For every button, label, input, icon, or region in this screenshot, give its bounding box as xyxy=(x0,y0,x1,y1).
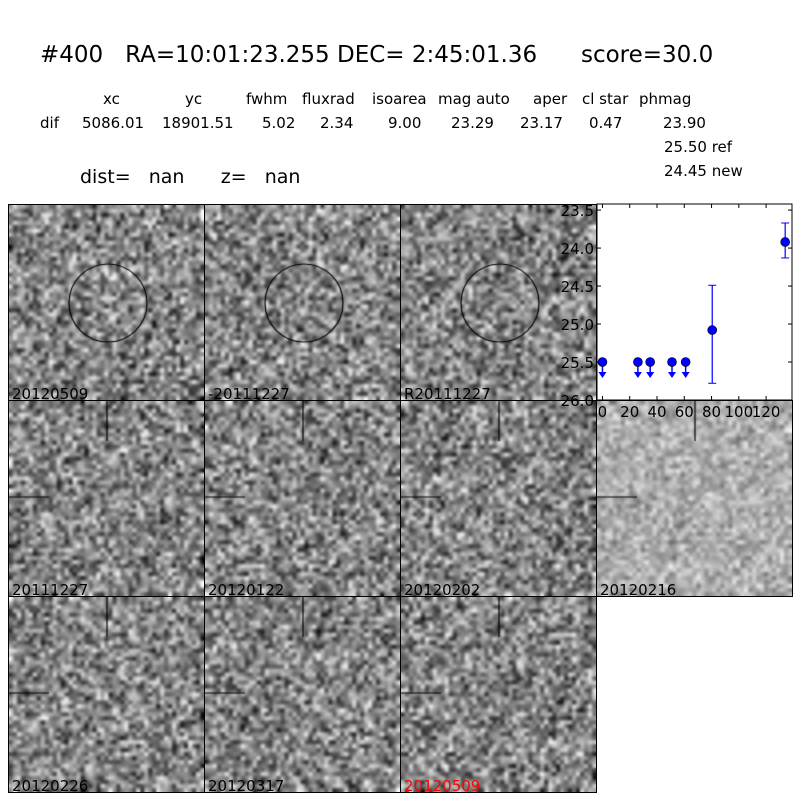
data-point xyxy=(645,357,655,367)
cell-value: 18901.51 xyxy=(162,114,234,132)
image-stamp: 20120509 xyxy=(400,596,597,795)
data-point xyxy=(667,357,677,367)
column-header: phmag xyxy=(639,90,692,108)
stamp-date-label: R20111227 xyxy=(404,385,491,403)
cell-value: 23.29 xyxy=(451,114,494,132)
upper-limit-arrowhead xyxy=(668,372,676,379)
data-point xyxy=(633,357,643,367)
y-tick-label: 23.5 xyxy=(561,202,594,220)
cell-value: 5.02 xyxy=(262,114,296,132)
x-tick-label: 60 xyxy=(675,403,694,421)
stamp-date-label: 20120317 xyxy=(208,777,285,795)
image-stamp: 20120317 xyxy=(204,596,401,795)
stamp-date-label: -20111227 xyxy=(208,385,290,403)
stamp-date-label: 20120509 xyxy=(12,385,89,403)
cell-value: 5086.01 xyxy=(82,114,145,132)
upper-limit-arrowhead xyxy=(598,372,607,379)
y-tick-label: 24.0 xyxy=(561,240,594,258)
x-tick-label: 80 xyxy=(702,403,721,421)
x-tick-label: 40 xyxy=(647,403,666,421)
column-header: xc xyxy=(103,90,120,108)
image-stamp: R20111227 xyxy=(400,204,597,403)
cell-value: 9.00 xyxy=(388,114,422,132)
upper-limit-arrowhead xyxy=(646,372,655,379)
y-tick-label: 25.0 xyxy=(561,316,594,334)
stamp-date-label: 20120226 xyxy=(12,777,89,795)
column-header: fwhm xyxy=(246,90,288,108)
phmag-new: 24.45 new xyxy=(664,162,743,180)
image-stamp: 20120202 xyxy=(400,400,597,599)
data-point xyxy=(680,357,691,367)
plot-axes xyxy=(596,203,793,401)
image-stamp: 20120216 xyxy=(596,400,793,599)
x-tick-label: 20 xyxy=(620,403,639,421)
y-tick-label: 24.5 xyxy=(561,278,594,296)
image-stamp: 20120509 xyxy=(8,204,205,403)
column-header: fluxrad xyxy=(302,90,355,108)
cell-value: 23.17 xyxy=(520,114,563,132)
column-header: mag auto xyxy=(438,90,510,108)
stamp-date-label: 20120509 xyxy=(404,777,481,795)
stamp-date-label: 20120216 xyxy=(600,581,677,599)
phmag-ref: 25.50 ref xyxy=(664,138,733,156)
row-label: dif xyxy=(40,114,59,132)
column-header: yc xyxy=(185,90,203,108)
image-stamp: 20120122 xyxy=(204,400,401,599)
stamp-date-label: 20111227 xyxy=(12,581,89,599)
data-point xyxy=(780,237,790,247)
stamp-date-label: 20120202 xyxy=(404,581,481,599)
column-header: isoarea xyxy=(372,90,427,108)
stamp-date-label: 20120122 xyxy=(208,581,285,599)
data-point xyxy=(597,357,608,367)
x-tick-label: 100 xyxy=(724,403,753,421)
column-header: aper xyxy=(533,90,568,108)
x-tick-label: 0 xyxy=(598,403,608,421)
image-stamp: 20120226 xyxy=(8,596,205,795)
y-tick-label: 25.5 xyxy=(561,354,594,372)
cell-value: 0.47 xyxy=(589,114,623,132)
figure-title: #400 RA=10:01:23.255 DEC= 2:45:01.36 sco… xyxy=(40,42,714,68)
upper-limit-arrowhead xyxy=(681,372,690,379)
cell-value: 23.90 xyxy=(663,114,706,132)
data-point xyxy=(707,325,718,335)
column-header: cl star xyxy=(582,90,629,108)
cell-value: 2.34 xyxy=(320,114,354,132)
dist-z-line: dist= nan z= nan xyxy=(80,166,301,188)
y-tick-label: 26.0 xyxy=(561,392,594,410)
upper-limit-arrowhead xyxy=(633,372,642,379)
image-stamp: 20111227 xyxy=(8,400,205,599)
x-tick-label: 120 xyxy=(752,403,781,421)
